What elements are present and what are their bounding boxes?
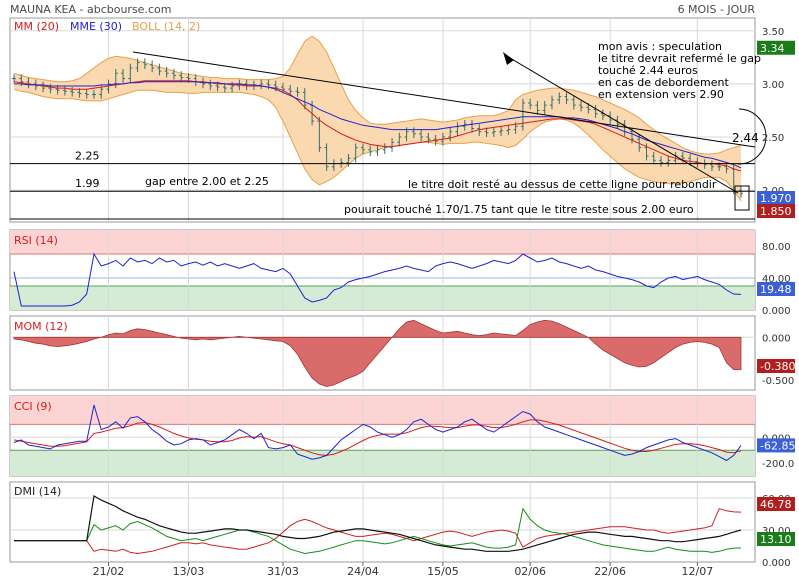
cci-line <box>13 404 742 462</box>
price-y-tick: 3.50 <box>762 27 784 38</box>
target-circle <box>737 108 767 165</box>
price-legend: MM (20) MME (30) BOLL (14, 2) <box>14 20 200 33</box>
mme30-line <box>14 81 742 169</box>
value-badge <box>757 438 795 453</box>
x-tick-label: 31/03 <box>267 565 299 578</box>
cci-panel: CCI (9)0.000-200.0-62.85 <box>10 396 795 476</box>
rsi-line <box>13 252 742 307</box>
projection-line <box>504 54 739 194</box>
rsi-y-tick: 80.00 <box>762 242 791 253</box>
mom-y-tick: 0.000 <box>762 333 791 344</box>
value-badge-label: 1.970 <box>760 192 792 205</box>
value-badge <box>757 497 795 511</box>
rsi-y-tick: 40.00 <box>762 274 791 285</box>
value-badge <box>757 191 795 205</box>
price-y-tick: 2.50 <box>762 133 784 144</box>
x-tick-label: 24/04 <box>347 565 379 578</box>
value-badge-label: 13.10 <box>760 533 792 546</box>
value-badge-label: -62.85 <box>760 439 795 452</box>
rsi-y-tick: 0.000 <box>762 306 791 317</box>
opinion-line: en extension vers 2.90 <box>598 88 724 101</box>
value-badge-label: -0.380 <box>760 360 795 373</box>
gap-annotation: gap entre 2.00 et 2.25 <box>145 175 269 188</box>
chart-period: 6 MOIS - JOUR <box>678 3 756 16</box>
bollinger-upper-line <box>13 35 742 155</box>
value-badge-label: 3.34 <box>760 42 785 55</box>
panel-frame-mom <box>9 315 756 391</box>
dmi-y-tick: 0.000 <box>762 558 791 569</box>
momentum-panel: MOM (12) 0.000 -0.500 -0.380 <box>10 316 795 390</box>
cci-legend: CCI (9) <box>14 400 52 413</box>
target-label: 2.44 <box>732 131 759 145</box>
support-annotation: le titre doit resté au dessus de cette l… <box>408 178 717 191</box>
opinion-line: en cas de debordement <box>598 76 729 89</box>
hline-label: 2.25 <box>75 150 100 163</box>
x-tick-label: 02/06 <box>514 565 546 578</box>
cci-oversold-zone <box>10 450 755 476</box>
panel-frame-price <box>9 17 756 223</box>
resistance-trendline <box>132 51 756 148</box>
value-badge <box>757 359 795 373</box>
opinion-line: mon avis : speculation <box>598 40 722 53</box>
value-badge <box>757 40 795 55</box>
price-legend-item: BOLL (14, 2) <box>132 20 200 33</box>
momentum-area <box>13 319 742 388</box>
opinion-line: touché 2.44 euros <box>598 64 698 77</box>
rsi-overbought-zone <box>10 230 755 254</box>
dmi-minus-line <box>14 508 742 555</box>
rsi-legend: RSI (14) <box>14 234 58 247</box>
value-badge-label: 1.850 <box>760 205 792 218</box>
target-low-annotation: pouurait touché 1.70/1.75 tant que le ti… <box>344 203 694 216</box>
rsi-oversold-zone <box>10 286 755 310</box>
adx-line <box>14 494 742 552</box>
panel-frame-dmi <box>9 481 756 563</box>
projection-arrowhead <box>503 52 514 65</box>
x-tick-label: 15/05 <box>427 565 459 578</box>
value-badge <box>757 532 795 546</box>
x-tick-label: 21/02 <box>93 565 125 578</box>
opinion-line: le titre devrait refermé le gap <box>598 52 761 65</box>
cci-y-tick: -200.0 <box>762 459 794 470</box>
dmi-y-tick: 30.00 <box>762 526 791 537</box>
dmi-plus-line <box>14 507 742 555</box>
value-badge <box>757 282 795 296</box>
chart-title: MAUNA KEA - abcbourse.com <box>10 3 171 16</box>
dmi-legend: DMI (14) <box>14 485 61 498</box>
value-badge <box>757 204 795 218</box>
last-candle-box <box>734 185 750 211</box>
value-badge-label: 19.48 <box>760 283 792 296</box>
mm20-line <box>13 80 742 172</box>
price-legend-item: MM (20) <box>14 20 59 33</box>
mom-legend: MOM (12) <box>14 320 68 333</box>
hline-label: 1.99 <box>75 177 100 190</box>
price-legend-item: MME (30) <box>70 20 122 33</box>
cci-signal-line <box>13 419 742 456</box>
cci-overbought-zone <box>10 396 755 425</box>
value-badge-label: 46.78 <box>760 498 792 511</box>
mom-y-tick: -0.500 <box>762 376 794 387</box>
price-y-tick: 3.00 <box>762 80 784 91</box>
x-tick-label: 12/07 <box>682 565 714 578</box>
x-axis: 21/02 13/03 31/03 24/04 15/05 02/06 22/06 12/07 <box>93 562 714 578</box>
x-tick-label: 13/03 <box>173 565 205 578</box>
rsi-panel: RSI (14) 80.00 40.00 0.000 19.48 <box>10 230 795 317</box>
x-tick-label: 22/06 <box>594 565 626 578</box>
